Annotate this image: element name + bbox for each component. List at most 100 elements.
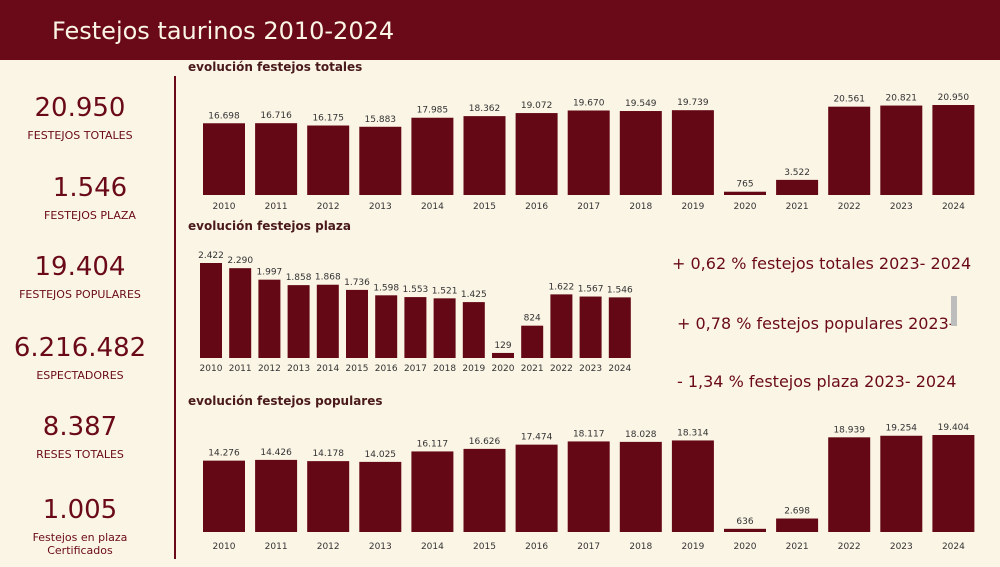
bar-2024[interactable] (932, 105, 975, 195)
x-tick-label: 2013 (369, 202, 392, 212)
bar-2012[interactable] (258, 279, 281, 358)
bar-2015[interactable] (463, 116, 506, 195)
data-label: 18.117 (573, 429, 605, 439)
bar-2023[interactable] (579, 296, 602, 358)
kpi-label: FESTEJOS PLAZA (44, 209, 136, 222)
bar-2018[interactable] (619, 441, 662, 532)
data-label: 16.716 (260, 111, 292, 121)
data-label: 19.549 (625, 99, 657, 109)
bar-2017[interactable] (404, 297, 427, 358)
x-tick-label: 2019 (462, 364, 485, 374)
bar-2020[interactable] (492, 352, 514, 358)
bar-2015[interactable] (346, 289, 368, 358)
bar-2011[interactable] (255, 123, 298, 195)
bar-2010[interactable] (203, 460, 245, 532)
bar-2020[interactable] (724, 528, 766, 532)
data-label: 14.025 (365, 450, 397, 460)
bar-2022[interactable] (828, 106, 871, 195)
data-label: 16.698 (208, 111, 240, 121)
data-label: 129 (494, 341, 511, 351)
bar-2014[interactable] (411, 117, 454, 195)
bar-2016[interactable] (375, 295, 398, 358)
x-tick-label: 2014 (421, 202, 444, 212)
data-label: 18.939 (833, 425, 865, 435)
x-tick-label: 2022 (838, 202, 861, 212)
x-tick-label: 2017 (577, 542, 600, 552)
data-label: 19.739 (677, 98, 709, 108)
kpi-label: FESTEJOS POPULARES (19, 288, 141, 301)
x-tick-label: 2021 (521, 364, 544, 374)
kpi-label: FESTEJOS TOTALES (27, 129, 133, 142)
x-tick-label: 2018 (629, 202, 652, 212)
chart-title-totales: evolución festejos totales (188, 60, 363, 74)
note-plaza: - 1,34 % festejos plaza 2023- 2024 (677, 372, 957, 391)
note-totales: + 0,62 % festejos totales 2023- 2024 (672, 254, 972, 273)
kpi-value: 19.404 (34, 252, 126, 282)
data-label: 16.117 (417, 439, 449, 449)
data-label: 1.546 (607, 285, 633, 295)
bar-2010[interactable] (200, 263, 222, 358)
bar-2014[interactable] (411, 451, 454, 532)
bar-2014[interactable] (316, 284, 339, 358)
x-tick-label: 2023 (890, 202, 913, 212)
bar-2019[interactable] (462, 302, 485, 358)
x-tick-label: 2022 (550, 364, 573, 374)
data-label: 19.254 (886, 424, 918, 434)
bar-2013[interactable] (359, 461, 402, 532)
bar-2023[interactable] (880, 105, 923, 195)
note-populares: + 0,78 % festejos populares 2023- (677, 314, 955, 333)
bar-2021[interactable] (521, 325, 544, 358)
x-tick-label: 2021 (786, 202, 809, 212)
data-label: 19.670 (573, 98, 605, 108)
data-label: 16.626 (469, 437, 501, 447)
data-label: 14.426 (260, 448, 292, 458)
bar-2010[interactable] (203, 123, 245, 195)
bar-2019[interactable] (671, 440, 714, 532)
kpi-value: 20.950 (34, 93, 126, 123)
x-tick-label: 2024 (942, 202, 965, 212)
bar-2016[interactable] (515, 113, 558, 195)
header: Festejos taurinos 2010-2024 (0, 0, 1000, 60)
bar-2024[interactable] (608, 297, 631, 358)
bar-2022[interactable] (550, 294, 573, 358)
data-label: 2.422 (198, 251, 224, 261)
x-tick-label: 2016 (525, 202, 548, 212)
x-tick-label: 2020 (492, 364, 515, 374)
data-label: 1.622 (549, 282, 575, 292)
bar-2021[interactable] (776, 179, 819, 195)
bar-2016[interactable] (515, 444, 558, 532)
bar-2011[interactable] (255, 459, 298, 532)
bar-2022[interactable] (828, 437, 871, 532)
x-tick-label: 2017 (577, 202, 600, 212)
x-tick-label: 2020 (734, 542, 757, 552)
kpi-value: 8.387 (42, 412, 118, 442)
kpi-festejos-plaza: 1.546 FESTEJOS PLAZA (10, 173, 170, 222)
data-label: 17.474 (521, 433, 553, 443)
data-label: 2.698 (784, 507, 810, 517)
x-tick-label: 2024 (942, 542, 965, 552)
bar-2012[interactable] (307, 125, 350, 195)
x-tick-label: 2023 (890, 542, 913, 552)
bar-2021[interactable] (776, 518, 819, 532)
bar-2015[interactable] (463, 448, 506, 532)
scrollbar[interactable] (951, 296, 957, 326)
bar-2017[interactable] (567, 110, 610, 195)
bar-2019[interactable] (671, 110, 714, 195)
data-label: 1.997 (257, 268, 283, 278)
bar-2013[interactable] (359, 126, 402, 195)
bar-2013[interactable] (287, 285, 310, 358)
x-tick-label: 2012 (258, 364, 281, 374)
x-tick-label: 2022 (838, 542, 861, 552)
x-tick-label: 2021 (786, 542, 809, 552)
x-tick-label: 2012 (317, 202, 340, 212)
bar-2023[interactable] (880, 435, 923, 532)
bar-2018[interactable] (619, 111, 662, 195)
bar-2012[interactable] (307, 461, 350, 532)
bar-2018[interactable] (433, 298, 456, 358)
bar-2017[interactable] (567, 441, 610, 532)
x-tick-label: 2013 (369, 542, 392, 552)
bar-2024[interactable] (932, 435, 975, 532)
bar-2011[interactable] (229, 268, 252, 358)
bar-2020[interactable] (724, 191, 766, 195)
kpi-reses-totales: 8.387 RESES TOTALES (0, 412, 160, 461)
